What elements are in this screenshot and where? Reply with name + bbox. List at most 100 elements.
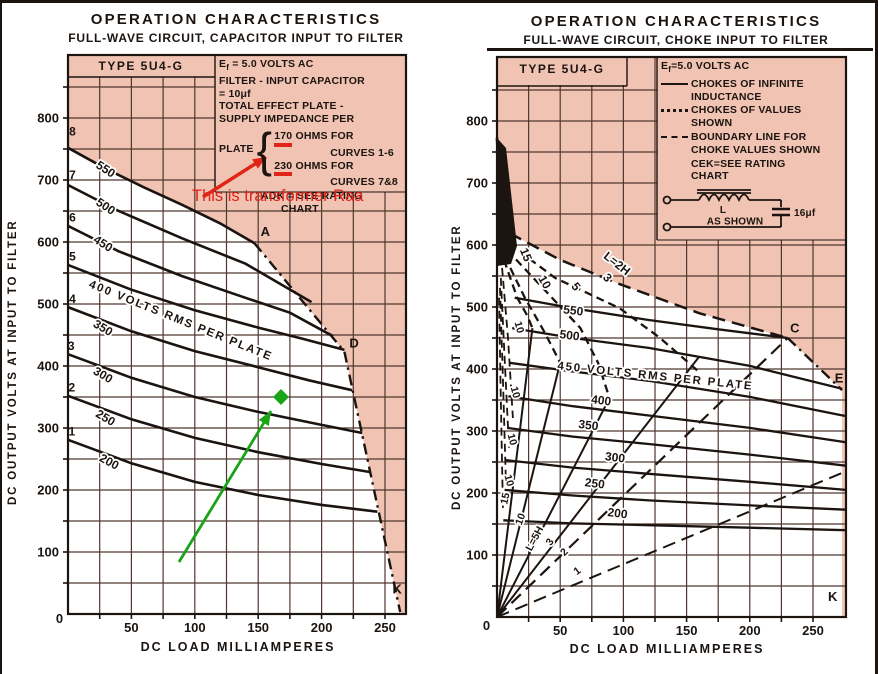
series-steep-dash-4 [498,297,504,508]
page-border-left [0,0,2,674]
choke-chart-subtitle: FULL-WAVE CIRCUIT, CHOKE INPUT TO FILTER [523,33,829,47]
legend-ef-line: Ef=5.0 VOLTS AC [661,60,750,75]
legend-capacitance-line: = 10μf [219,87,251,100]
green-arrow [177,410,273,563]
x-tick-label: 150 [676,623,698,638]
legend-impedance-line1: TOTAL EFFECT PLATE - [219,100,344,113]
curve-label: 7 [69,168,76,182]
curve-label: 4 [69,292,76,306]
choke-input-chart: 50 100 150 200 25010020030040050060070080055… [466,55,848,638]
circuit-caption: AS SHOWN [707,217,764,228]
series-curve-7-500v [67,183,313,304]
curve-label: 3 [68,339,75,353]
plate-option-1: 170 OHMS FOR [274,130,398,147]
series-inf-300 [505,458,846,492]
curve-label: K [392,582,402,597]
page-border-top [0,0,878,3]
capacitor-type-label: TYPE 5U4-G [98,59,184,73]
curve-label: 2 [68,380,75,394]
series-curve-4-350v [67,305,353,392]
choke-x-axis-title: DC LOAD MILLIAMPERES [569,642,765,656]
series-curve-6-450v [67,224,334,338]
series-left-wall-2 [496,148,512,243]
y-tick-label: 800 [37,111,59,126]
series-choke-curve-15 [502,259,534,329]
legend-impedance-line2: SUPPLY IMPEDANCE PER [219,113,355,126]
y-tick-label: 500 [37,297,59,312]
x-tick-label: 250 [802,623,824,638]
series-inf-450 [509,361,847,418]
forbidden-region [68,56,406,614]
ohms-230: 230 [274,160,293,177]
curve-label: 300 [91,364,116,386]
capacitor-y-axis-title: DC OUTPUT VOLTS AT INPUT TO FILTER [7,219,19,505]
curve-label: 450 [91,232,116,255]
curve-label: 15 [498,491,512,505]
curve-label: 350 [578,417,600,433]
adk-note-line1: ADK = SEE RATING [261,190,363,203]
capacitor-input-chart: 50 100 150 200 25010020030040050060070080087… [37,53,408,635]
capacitor-chart-subtitle: FULL-WAVE CIRCUIT, CAPACITOR INPUT TO FI… [68,31,404,45]
series-critical-3 [496,355,700,618]
curve-label: 8 [69,124,76,138]
y-tick-label: 400 [466,362,488,377]
x-tick-label: 50 [553,623,567,638]
y-tick-label: 300 [37,421,59,436]
curve-label: 10 [505,432,520,447]
capacitor-chart-title: OPERATION CHARACTERISTICS [90,11,382,28]
x-tick-label: 50 [124,620,138,635]
capacitor-legend: Ef = 5.0 VOLTS AC FILTER - INPUT CAPACIT… [219,58,403,216]
curve-label: L=5H [523,524,546,553]
series-choke-curve-5 [506,249,611,399]
cek-note: CEK=SEE RATING CHART [691,157,786,183]
series-critical-5h [496,397,611,618]
curve-label: 5 [568,280,583,294]
terminal-icon [662,222,672,232]
curve-label: 6 [69,211,76,225]
series-critical-1 [496,470,847,618]
legend-ef-line: Ef = 5.0 VOLTS AC [219,58,314,73]
series-critical-2 [496,337,789,618]
series-choke-curve-10 [503,255,562,364]
curve-label: C [790,320,800,335]
brace-glyph: { [256,122,273,177]
dashed-line-swatch [661,136,688,139]
y-tick-label: 700 [37,173,59,188]
choke-subtitle-underline [487,48,873,51]
curve-label: 350 [91,317,116,339]
legend-item-infinite-chokes: CHOKES OF INFINITE INDUCTANCE [661,78,843,104]
legend-item-choke-values: CHOKES OF VALUES SHOWN [661,104,843,130]
y-tick-label: 500 [466,300,488,315]
series-inf-400 [508,395,847,444]
series-critical-10 [496,362,562,618]
x-tick-label: 100 [613,623,635,638]
curve-label: 400 VOLTS RMS PER PLATE [87,279,274,364]
series-inf-200 [503,519,846,532]
series-steep-dash-2 [499,277,510,448]
series-inf-350 [506,426,847,467]
series-critical-15 [496,327,534,618]
choke-coil-icon [698,193,750,203]
plate-option-2: 230 OHMS FOR [274,160,398,177]
ohms-170: 170 [274,130,293,147]
page-border-right [875,0,878,674]
legend-plate-block: PLATE { 170 OHMS FOR CURVES 1-6 230 OHMS… [219,122,403,189]
y-tick-label: 400 [37,359,59,374]
curve-label: 200 [607,505,629,521]
x-tick-label: 200 [311,620,333,635]
y-tick-label: 600 [37,235,59,250]
y-tick-label: 100 [37,545,59,560]
legend-filter-line: FILTER - INPUT CAPACITOR [219,74,365,87]
curve-label: 250 [93,407,118,429]
curve-label: 5 [69,250,76,264]
curve-label: 550 [563,302,585,318]
series-steep-dash-3 [499,287,507,479]
legend-item-boundary-line: BOUNDARY LINE FOR CHOKE VALUES SHOWN [661,131,843,157]
curve-label: 0 [483,618,491,633]
curve-label: D [349,335,359,350]
choke-y-axis-title: DC OUTPUT VOLTS AT INPUT TO FILTER [451,224,463,510]
red-annotation-text: This is transformer Raa [192,187,364,205]
curve-label: 1 [572,565,584,578]
y-tick-label: 800 [466,114,488,129]
